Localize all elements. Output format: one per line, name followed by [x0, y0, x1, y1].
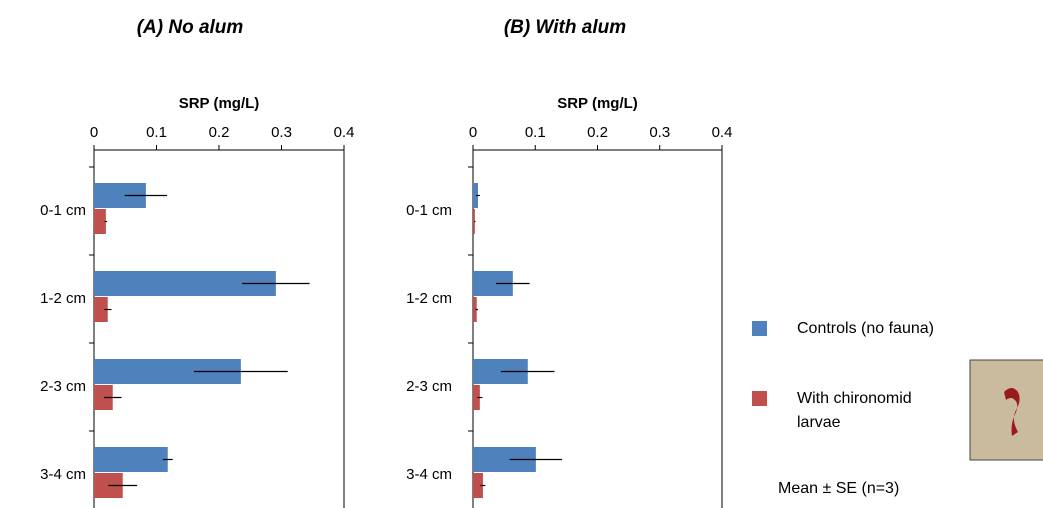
x-tick-label: 0	[469, 124, 477, 141]
x-tick-label: 0.2	[209, 124, 230, 141]
legend-label: With chironomid larvae	[797, 390, 912, 431]
y-tick-label: 1-2 cm	[406, 290, 452, 307]
x-tick-label: 0.4	[334, 124, 355, 141]
y-tick-label: 0-1 cm	[40, 202, 86, 219]
chart-title: (B) With alum	[504, 17, 626, 38]
y-tick-label: 0-1 cm	[406, 202, 452, 219]
y-tick-label: 3-4 cm	[406, 466, 452, 483]
bar	[473, 297, 477, 322]
bar	[94, 297, 108, 322]
x-tick-label: 0.2	[587, 124, 608, 141]
bar	[473, 183, 478, 208]
y-tick-label: 3-4 cm	[40, 466, 86, 483]
y-tick-label: 2-3 cm	[406, 378, 452, 395]
annotation: Mean ± SE (n=3)	[778, 480, 900, 497]
x-tick-label: 0.1	[525, 124, 546, 141]
x-tick-label: 0.3	[649, 124, 670, 141]
bar	[94, 209, 106, 234]
y-tick-label: 2-3 cm	[40, 378, 86, 395]
y-tick-label: 1-2 cm	[40, 290, 86, 307]
legend-swatch	[752, 321, 767, 336]
larva-photo	[969, 359, 1043, 461]
chart-title: (A) No alum	[137, 17, 244, 38]
bar	[473, 385, 480, 410]
bar	[473, 209, 475, 234]
x-tick-label: 0.4	[712, 124, 733, 141]
bar	[473, 473, 483, 498]
bar	[94, 447, 168, 472]
x-tick-label: 0.1	[146, 124, 167, 141]
legend-label: Controls (no fauna)	[797, 320, 934, 337]
axis-label: SRP (mg/L)	[557, 95, 638, 112]
x-tick-label: 0.3	[271, 124, 292, 141]
x-tick-label: 0	[90, 124, 98, 141]
axis-label: SRP (mg/L)	[179, 95, 260, 112]
legend-swatch	[752, 391, 767, 406]
bar	[94, 385, 113, 410]
